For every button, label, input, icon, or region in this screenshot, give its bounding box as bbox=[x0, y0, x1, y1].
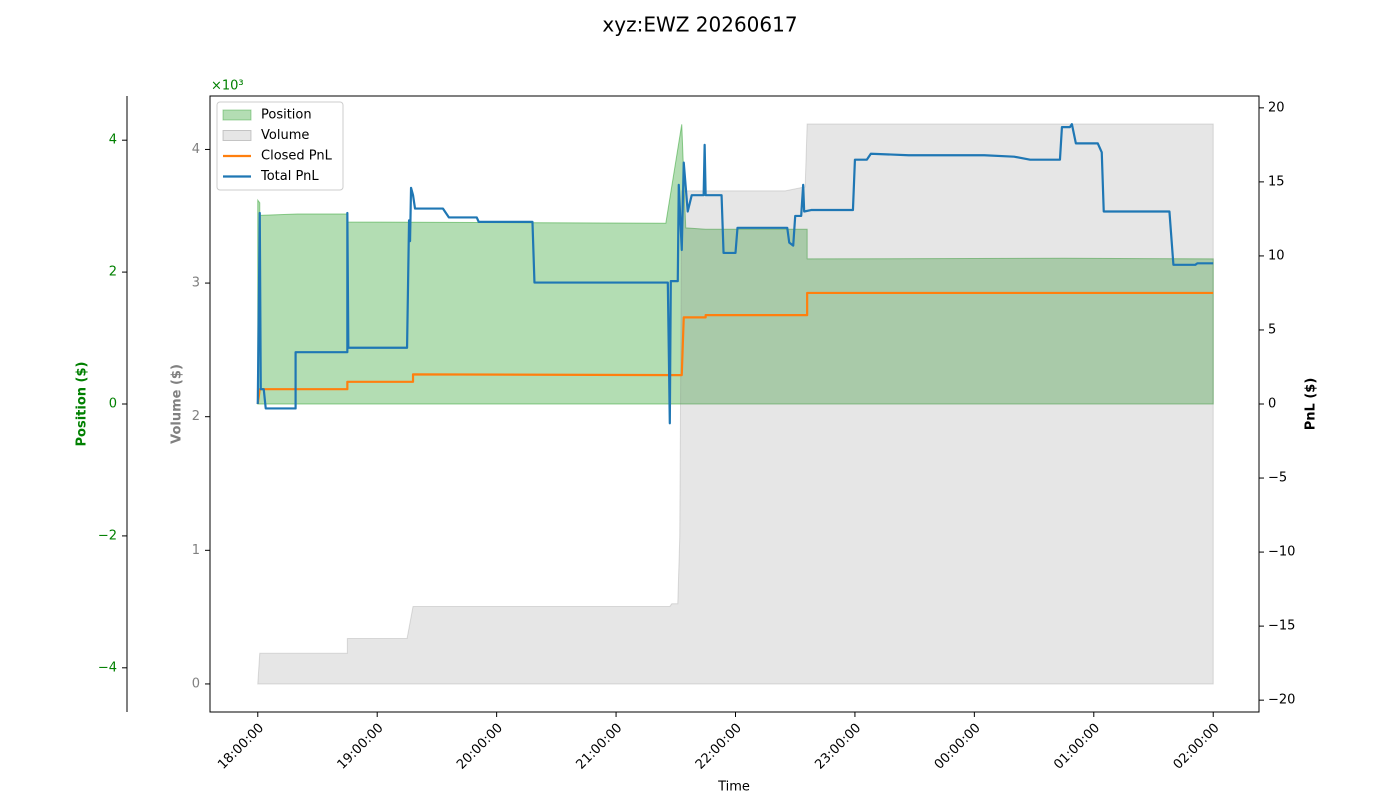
line bbox=[256, 291, 1214, 405]
pnl-tick-label: −5 bbox=[1268, 471, 1287, 486]
line bbox=[256, 123, 1214, 425]
volume-tick-label: 1 bbox=[192, 543, 200, 558]
legend-box bbox=[216, 101, 344, 191]
pnl-tick-label: −15 bbox=[1268, 619, 1295, 634]
offset-text: ×10³ bbox=[211, 79, 244, 94]
pnl-tick-label: 10 bbox=[1268, 248, 1285, 263]
area bbox=[257, 124, 1214, 405]
volume-tick-label: 3 bbox=[192, 276, 200, 291]
position-tick-label: 2 bbox=[109, 265, 117, 280]
pnl-tick-label: 15 bbox=[1268, 174, 1285, 189]
position-tick-label: −2 bbox=[98, 528, 117, 543]
position-tick-label: −4 bbox=[98, 660, 117, 675]
legend-label: Closed PnL bbox=[261, 149, 333, 164]
chart-title: xyz:EWZ 20260617 bbox=[602, 13, 797, 37]
pnl-tick-label: −10 bbox=[1268, 545, 1295, 560]
pnl-tick-label: −20 bbox=[1268, 693, 1295, 708]
pnl-tick-label: 5 bbox=[1268, 322, 1276, 337]
pnl-tick-label: 0 bbox=[1268, 397, 1276, 412]
plot-area bbox=[256, 123, 1214, 685]
pnl-axis-label: PnL ($) bbox=[1304, 378, 1319, 431]
legend-swatch bbox=[222, 130, 252, 141]
position-tick-label: 4 bbox=[109, 133, 117, 148]
position-axis-label: Position ($) bbox=[75, 362, 90, 447]
legend-label: Total PnL bbox=[260, 169, 319, 184]
legend-swatch bbox=[222, 109, 252, 121]
pnl-tick-label: 20 bbox=[1268, 100, 1285, 115]
legend-label: Volume bbox=[261, 128, 309, 143]
legend: Position Volume Closed PnL Total PnL bbox=[216, 101, 344, 191]
x-axis-label: Time bbox=[717, 780, 750, 795]
volume-axis-label: Volume ($) bbox=[170, 364, 185, 444]
volume-tick-label: 4 bbox=[192, 142, 200, 157]
volume-tick-label: 2 bbox=[192, 409, 200, 424]
volume-tick-label: 0 bbox=[192, 676, 200, 691]
legend-label: Position bbox=[261, 108, 312, 123]
position-tick-label: 0 bbox=[109, 397, 117, 412]
area bbox=[257, 123, 1214, 685]
